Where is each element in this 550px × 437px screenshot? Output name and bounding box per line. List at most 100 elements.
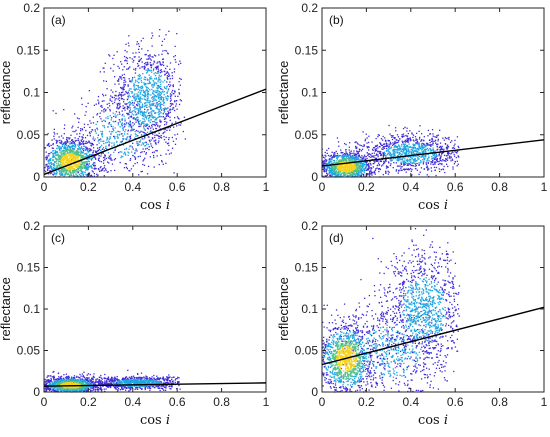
scatter-point (94, 138, 96, 140)
scatter-point (174, 54, 177, 57)
scatter-point (323, 163, 325, 165)
scatter-point (451, 147, 454, 149)
scatter-point (164, 389, 167, 391)
scatter-point (147, 143, 149, 145)
scatter-point (403, 169, 406, 171)
scatter-point (144, 93, 146, 96)
scatter-point (434, 139, 437, 141)
scatter-point (101, 100, 104, 102)
scatter-point (458, 146, 460, 149)
scatter-point (385, 144, 388, 147)
scatter-point (380, 153, 382, 156)
scatter-point (445, 158, 447, 160)
scatter-point (131, 92, 133, 94)
scatter-point (153, 84, 156, 86)
scatter-point (347, 165, 349, 168)
scatter-point (413, 160, 416, 162)
scatter-point (126, 133, 129, 135)
scatter-point (109, 105, 111, 107)
scatter-point (173, 56, 175, 58)
scatter-point (72, 169, 74, 172)
scatter-point (138, 103, 141, 105)
scatter-point (157, 135, 160, 137)
scatter-point (148, 101, 150, 104)
scatter-point (322, 156, 325, 159)
scatter-point (376, 160, 378, 162)
scatter-point (385, 145, 388, 148)
scatter-point (100, 144, 103, 146)
scatter-point (343, 166, 345, 168)
scatter-point (54, 161, 57, 163)
scatter-point (156, 125, 159, 127)
scatter-point (415, 155, 417, 158)
scatter-point (144, 102, 146, 105)
scatter-point (376, 153, 378, 155)
scatter-point (81, 129, 84, 131)
scatter-point (60, 135, 63, 137)
scatter-point (131, 127, 133, 130)
scatter-point (123, 123, 125, 126)
scatter-point (145, 141, 147, 144)
scatter-point (160, 64, 162, 66)
scatter-point (147, 69, 150, 71)
scatter-point (169, 100, 172, 102)
scatter-point (145, 152, 148, 154)
scatter-point (125, 56, 128, 59)
scatter-point (111, 100, 113, 102)
scatter-point (411, 174, 413, 176)
scatter-point (388, 148, 390, 150)
scatter-point (423, 168, 426, 170)
scatter-point (396, 147, 399, 149)
scatter-point (358, 174, 361, 177)
scatter-point (123, 153, 125, 155)
scatter-point (380, 160, 383, 163)
scatter-point (415, 138, 417, 140)
scatter-point (160, 137, 163, 139)
scatter-point (145, 153, 147, 155)
scatter-point (356, 159, 358, 161)
scatter-point (120, 76, 122, 78)
scatter-point (55, 170, 58, 172)
scatter-point (58, 147, 60, 149)
scatter-point (129, 104, 131, 106)
scatter-point (90, 165, 92, 167)
scatter-point (61, 145, 64, 148)
scatter-point (90, 158, 92, 160)
scatter-point (149, 108, 152, 110)
scatter-point (445, 147, 448, 149)
scatter-point (178, 88, 180, 91)
scatter-point (432, 142, 434, 144)
scatter-point (60, 152, 62, 155)
scatter-point (52, 166, 55, 169)
scatter-point (100, 138, 102, 140)
scatter-point (125, 91, 128, 94)
scatter-point (451, 158, 453, 160)
scatter-point (373, 152, 376, 154)
scatter-point (175, 105, 177, 107)
scatter-point (114, 169, 116, 172)
scatter-point (393, 137, 395, 139)
scatter-point (116, 80, 119, 82)
scatter-point (136, 150, 138, 152)
scatter-point (436, 143, 438, 146)
scatter-point (116, 103, 118, 105)
scatter-point (136, 95, 138, 97)
scatter-point (76, 157, 78, 159)
scatter-point (70, 147, 72, 149)
scatter-point (131, 110, 134, 112)
scatter-point (76, 170, 78, 172)
scatter-point (375, 160, 378, 162)
scatter-point (104, 62, 106, 64)
scatter-point (151, 32, 153, 34)
scatter-point (414, 163, 417, 165)
scatter-point (425, 163, 428, 165)
scatter-point (425, 155, 427, 157)
scatter-point (122, 69, 124, 71)
scatter-point (73, 167, 76, 170)
scatter-point (346, 174, 349, 176)
scatter-point (413, 140, 415, 142)
scatter-point (344, 168, 347, 170)
scatter-point (60, 146, 62, 149)
scatter-point (360, 150, 363, 152)
scatter-point (143, 65, 146, 67)
